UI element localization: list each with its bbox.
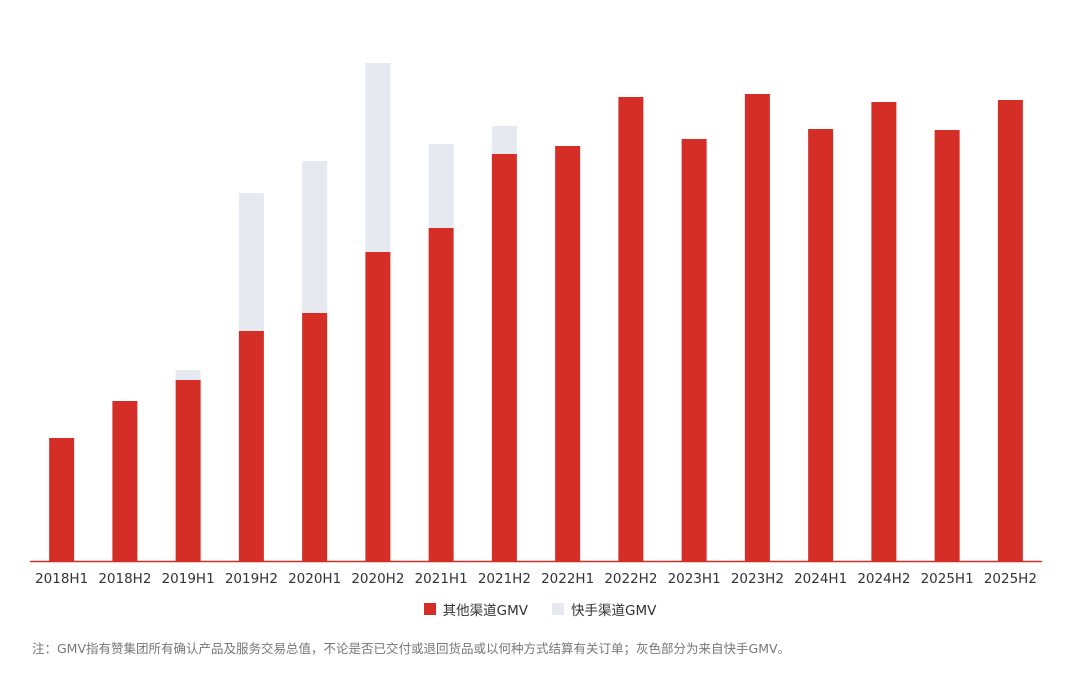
- bar-kuaishou-2021H2: [491, 126, 517, 154]
- bar-kuaishou-2021H1: [428, 144, 454, 228]
- x-tick-label-2021H2: 2021H2: [478, 571, 531, 587]
- x-tick-label-2020H2: 2020H2: [351, 571, 404, 587]
- bar-kuaishou-2019H1: [175, 370, 201, 380]
- bar-other-2018H1: [49, 438, 75, 561]
- bar-other-2018H2: [112, 401, 138, 561]
- legend-item-kuaishou: 快手渠道GMV: [552, 599, 656, 619]
- stacked-bar-chart: 2018H1 2018H2 2019H1 2019H2 2020H1 2020H2 2021…: [30, 63, 1042, 587]
- x-tick-label-2023H2: 2023H2: [731, 571, 784, 587]
- bar-other-2022H2: [618, 97, 644, 561]
- x-tick-label-2022H2: 2022H2: [604, 571, 657, 587]
- bar-other-2025H1: [934, 130, 960, 561]
- bar-kuaishou-2019H2: [238, 193, 264, 331]
- x-tick-label-2019H2: 2019H2: [225, 571, 278, 587]
- bar-other-2021H2: [491, 154, 517, 561]
- bar-other-2021H1: [428, 228, 454, 561]
- x-tick-label-2025H1: 2025H1: [921, 571, 974, 587]
- bar-other-2024H1: [808, 129, 834, 561]
- x-tick-label-2024H2: 2024H2: [857, 571, 910, 587]
- bar-other-2025H2: [997, 100, 1023, 561]
- x-tick-label-2020H1: 2020H1: [288, 571, 341, 587]
- legend-item-other: 其他渠道GMV: [423, 599, 528, 619]
- chart-legend: 其他渠道GMV 快手渠道GMV: [0, 598, 1080, 620]
- x-tick-label-2018H1: 2018H1: [35, 571, 88, 587]
- bar-other-2019H2: [238, 331, 264, 561]
- legend-label-kuaishou: 快手渠道GMV: [571, 603, 657, 619]
- bar-other-2023H2: [744, 94, 770, 561]
- x-tick-label-2023H1: 2023H1: [668, 571, 721, 587]
- x-tick-label-2018H2: 2018H2: [98, 571, 151, 587]
- x-tick-label-2024H1: 2024H1: [794, 571, 847, 587]
- bar-kuaishou-2020H2: [365, 63, 391, 252]
- bar-kuaishou-2020H1: [302, 161, 328, 313]
- x-tick-label-2021H1: 2021H1: [415, 571, 468, 587]
- bar-other-2020H1: [302, 313, 328, 561]
- x-tick-label-2019H1: 2019H1: [162, 571, 215, 587]
- bar-other-2019H1: [175, 380, 201, 561]
- bar-other-2020H2: [365, 252, 391, 561]
- legend-swatch-other: [423, 603, 436, 615]
- footnote: 注：GMV指有赞集团所有确认产品及服务交易总值，不论是否已交付或退回货品或以何种…: [32, 641, 791, 656]
- chart-svg: 2018H1 2018H2 2019H1 2019H2 2020H1 2020H2 2021…: [30, 63, 1042, 587]
- bar-other-2024H2: [871, 102, 897, 561]
- bar-other-2022H1: [555, 146, 581, 561]
- legend-label-other: 其他渠道GMV: [442, 603, 528, 619]
- bar-other-2023H1: [681, 139, 707, 561]
- x-tick-label-2022H1: 2022H1: [541, 571, 594, 587]
- x-tick-label-2025H2: 2025H2: [984, 571, 1037, 587]
- legend-swatch-kuaishou: [552, 603, 564, 615]
